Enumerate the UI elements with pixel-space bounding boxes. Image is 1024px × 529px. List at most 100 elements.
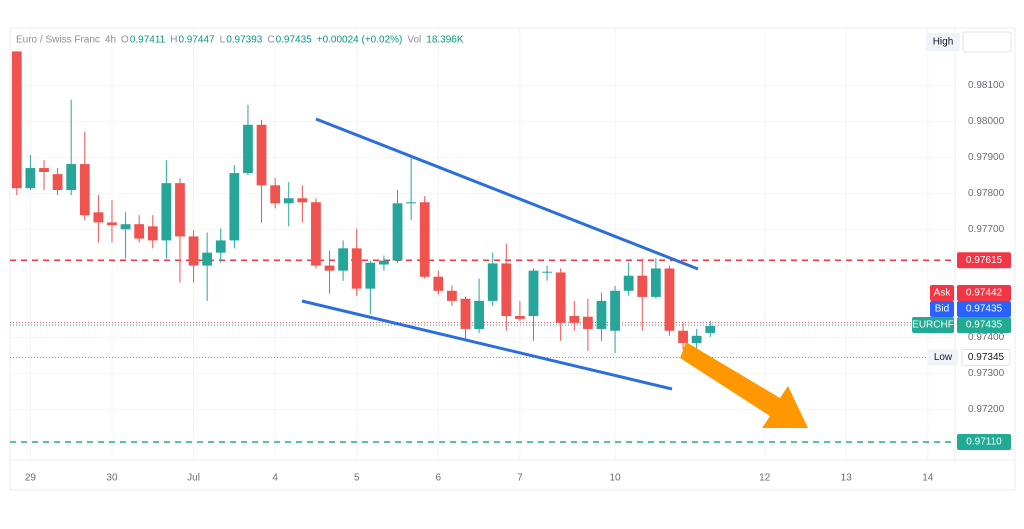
candle-body xyxy=(447,290,457,301)
candle-body xyxy=(569,316,580,323)
candle-body xyxy=(406,202,417,204)
arrow-shape xyxy=(680,342,808,428)
x-tick-label: Jul xyxy=(187,473,200,484)
candle-body xyxy=(555,272,566,323)
axes: 0.97200 0.97300 0.97400 0.97700 0.97800 0.979… xyxy=(25,80,1011,484)
x-tick-label: 5 xyxy=(354,473,360,484)
x-tick-label: 30 xyxy=(106,473,118,484)
ohlc-value: 0.97447 xyxy=(178,35,215,46)
level-tag-label: 0.97615 xyxy=(966,255,1003,266)
candle-body xyxy=(215,240,226,253)
ohlc-value: 0.97435 xyxy=(276,35,313,46)
candles xyxy=(11,51,716,354)
candle-body xyxy=(270,185,281,204)
ohlc-value: 0.97393 xyxy=(226,35,263,46)
level-tag xyxy=(957,252,1011,269)
price-tag-name-bg xyxy=(912,317,954,333)
candle-body xyxy=(501,263,512,316)
level-tag-label: 0.97110 xyxy=(966,437,1002,448)
y-tick-label: 0.98100 xyxy=(968,80,1005,91)
y-tick-label: 0.97300 xyxy=(968,368,1005,379)
high-value-box xyxy=(962,31,1012,53)
ohlc-value: 0.97411 xyxy=(130,35,166,46)
candle-body xyxy=(392,203,403,261)
candle-body xyxy=(691,335,702,343)
volume: 18.396K xyxy=(426,35,464,46)
legend-header: Euro / Swiss Franc 4h O 0.97411 H 0.97447 L 0.9… xyxy=(16,35,464,46)
y-tick-label: 0.97400 xyxy=(968,332,1005,343)
candle-body xyxy=(637,275,648,297)
candle-body xyxy=(338,248,349,271)
interval: 4h xyxy=(105,35,116,46)
candle-body xyxy=(582,316,593,329)
chart-frame xyxy=(9,27,1016,491)
high-button[interactable]: High xyxy=(926,31,1012,53)
change: +0.00024 (+0.02%) xyxy=(317,35,403,46)
price-tag-bg xyxy=(957,317,1011,333)
price-tag-value: 0.97435 xyxy=(966,304,1003,315)
x-tick-label: 10 xyxy=(610,473,622,484)
price-tag-value: 0.97442 xyxy=(966,288,1003,299)
candle-body xyxy=(161,183,172,241)
candle-body xyxy=(66,164,77,190)
x-tick-label: 29 xyxy=(25,473,37,484)
candle-body xyxy=(120,224,131,230)
candle-body xyxy=(256,124,267,186)
candle-body xyxy=(705,326,716,333)
candle-body xyxy=(596,300,607,329)
candle-body xyxy=(297,198,308,203)
candle-body xyxy=(39,168,49,172)
ohlc-label: L xyxy=(220,35,226,46)
lower-trendline xyxy=(301,299,673,391)
price-tag-name: Ask xyxy=(934,288,952,299)
price-tag-name-bg xyxy=(930,301,954,317)
y-tick-label: 0.97800 xyxy=(968,188,1005,199)
candle-body xyxy=(351,248,362,289)
upper-trendline xyxy=(315,117,699,271)
y-tick-label: 0.98000 xyxy=(968,116,1005,127)
volume-label: Vol xyxy=(407,35,421,46)
ohlc-label: H xyxy=(170,35,177,46)
low-tag-name: Low xyxy=(934,352,953,363)
candle-body xyxy=(202,252,213,266)
candle-body xyxy=(134,224,145,239)
levels xyxy=(10,259,955,443)
candle-body xyxy=(229,173,240,241)
candle-body xyxy=(610,290,620,331)
price-tag-bg xyxy=(957,285,1011,301)
price-tag-name: EURCHF xyxy=(912,320,954,331)
ohlc-label: C xyxy=(267,35,274,46)
candle-body xyxy=(147,226,158,241)
price-tag-name-bg xyxy=(930,285,954,301)
ohlc-label: O xyxy=(121,35,129,46)
candle-body xyxy=(25,168,36,189)
candle-body xyxy=(79,164,90,216)
candle-body xyxy=(419,202,430,277)
candle-body xyxy=(514,316,525,319)
candle-body xyxy=(311,202,321,266)
y-tick-label: 0.97200 xyxy=(968,404,1005,415)
candle-body xyxy=(678,330,688,343)
candle-body xyxy=(243,124,253,174)
candle-body xyxy=(542,271,552,273)
candle-body xyxy=(365,262,376,289)
candle-body xyxy=(11,51,22,189)
candle-body xyxy=(324,265,335,271)
y-tick-label: 0.97900 xyxy=(968,152,1005,163)
level-tag xyxy=(957,434,1011,450)
candle-body xyxy=(379,260,389,265)
candle-body xyxy=(664,268,675,331)
candle-body xyxy=(487,263,498,301)
x-tick-label: 7 xyxy=(517,473,523,484)
x-tick-label: 6 xyxy=(436,473,442,484)
price-tag-bg xyxy=(957,301,1011,317)
candle-body xyxy=(528,270,539,316)
x-tick-label: 13 xyxy=(841,473,853,484)
candle-body xyxy=(623,275,634,291)
low-tag-bg xyxy=(961,348,1011,366)
candle-body xyxy=(52,174,63,190)
candle-body xyxy=(283,198,294,204)
candle-body xyxy=(175,183,185,237)
